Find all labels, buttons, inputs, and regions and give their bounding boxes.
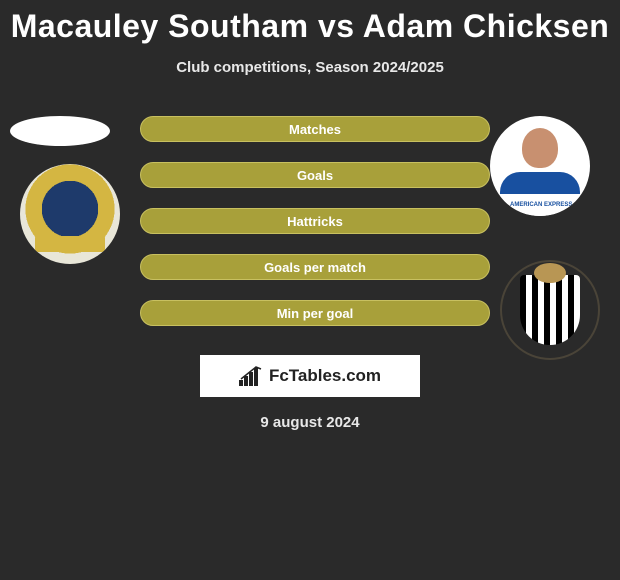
subtitle: Club competitions, Season 2024/2025 xyxy=(0,59,620,76)
player-right-avatar: AMERICAN EXPRESS xyxy=(490,116,590,216)
bar-chart-icon xyxy=(239,366,263,386)
stat-bars: Matches Goals Hattricks Goals per match … xyxy=(140,116,490,346)
club-right-crest-shield xyxy=(520,275,580,345)
page-title: Macauley Southam vs Adam Chicksen xyxy=(0,0,620,45)
club-right-crest xyxy=(500,260,600,360)
comparison-panel: Matches Goals Hattricks Goals per match … xyxy=(0,116,620,376)
stat-bar-min-per-goal: Min per goal xyxy=(140,300,490,326)
player-left-avatar xyxy=(10,116,110,146)
stat-bar-goals: Goals xyxy=(140,162,490,188)
date-text: 9 august 2024 xyxy=(0,414,620,431)
stat-bar-matches: Matches xyxy=(140,116,490,142)
stat-bar-goals-per-match: Goals per match xyxy=(140,254,490,280)
club-left-crest xyxy=(20,164,120,264)
branding-text: FcTables.com xyxy=(269,366,381,386)
stat-bar-hattricks: Hattricks xyxy=(140,208,490,234)
jersey-sponsor-text: AMERICAN EXPRESS xyxy=(510,202,572,208)
branding-badge: FcTables.com xyxy=(200,355,420,397)
